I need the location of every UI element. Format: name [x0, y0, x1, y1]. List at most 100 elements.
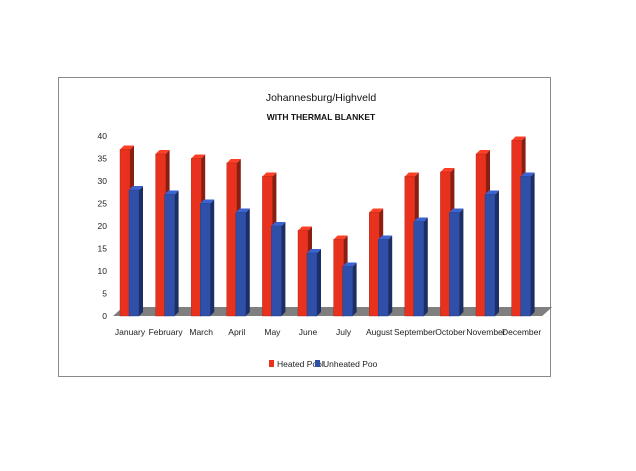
bar-top	[440, 168, 455, 172]
bar-top	[511, 136, 526, 141]
bar-front	[235, 212, 247, 317]
bar-unheated	[484, 190, 499, 317]
bar-top	[271, 222, 286, 226]
bar-unheated	[271, 222, 286, 317]
bar-front	[378, 239, 389, 317]
bar-front	[342, 266, 353, 317]
bar-front	[413, 221, 424, 317]
bar-top	[262, 172, 277, 177]
x-axis: January February March April May June July Augu…	[115, 327, 541, 337]
bar-unheated	[378, 235, 393, 317]
x-tick-label: December	[502, 327, 541, 337]
bar-side	[139, 186, 143, 316]
chart-subtitle: WITH THERMAL BLANKET	[267, 112, 376, 122]
bar-front	[333, 239, 344, 317]
bar-front	[119, 149, 131, 317]
y-tick-label: 35	[98, 154, 108, 164]
bar-top	[449, 208, 464, 213]
bar-unheated	[413, 217, 428, 317]
legend: Heated Pool Unheated Poo	[269, 359, 378, 369]
y-tick-label: 5	[102, 289, 107, 299]
x-tick-label: June	[299, 327, 318, 337]
bar-unheated	[199, 199, 215, 317]
bar-unheated	[306, 249, 321, 317]
bar-side	[495, 190, 499, 316]
bar-top	[235, 208, 250, 213]
x-tick-label: February	[149, 327, 184, 337]
x-tick-label: January	[115, 327, 146, 337]
bar-top	[191, 154, 206, 159]
bar-front	[440, 171, 451, 317]
bar-front	[271, 225, 282, 317]
chart-title: Johannesburg/Highveld	[266, 92, 376, 104]
bar-top	[120, 145, 134, 150]
x-tick-label: August	[366, 327, 393, 337]
legend-swatch	[269, 360, 274, 367]
bar-front	[164, 194, 175, 317]
x-tick-label: November	[466, 327, 505, 337]
bar-top	[200, 199, 215, 204]
bar-side	[530, 172, 535, 316]
bar-front	[155, 153, 166, 317]
bar-unheated	[235, 208, 250, 317]
y-tick-label: 25	[98, 199, 108, 209]
bar-top	[164, 190, 179, 195]
bar-side	[174, 190, 179, 316]
x-tick-label: May	[264, 327, 281, 337]
y-tick-label: 20	[98, 221, 108, 231]
legend-label: Heated Pool	[277, 359, 324, 369]
bar-front	[262, 176, 273, 317]
bar-front	[306, 252, 318, 317]
bar-front	[484, 194, 496, 317]
y-tick-label: 30	[98, 176, 108, 186]
x-tick-label: September	[394, 327, 436, 337]
bar-front	[475, 153, 487, 317]
bar-side	[388, 235, 393, 316]
bar-front	[190, 158, 202, 317]
bars	[119, 136, 535, 317]
bar-front	[297, 230, 309, 317]
bar-side	[245, 208, 250, 316]
bar-top	[476, 150, 490, 154]
bar-side	[459, 208, 464, 316]
bar-front	[226, 162, 238, 317]
bar-unheated	[128, 186, 143, 317]
bar-front	[511, 140, 522, 317]
y-tick-label: 15	[98, 244, 108, 254]
bar-top	[369, 208, 384, 213]
bar-top	[378, 235, 393, 240]
x-tick-label: April	[228, 327, 245, 337]
bar-top	[520, 172, 535, 177]
y-tick-label: 10	[98, 266, 108, 276]
bar-front	[520, 176, 531, 317]
y-tick-label: 0	[102, 311, 107, 321]
bar-top	[226, 159, 241, 163]
bar-unheated	[342, 262, 357, 317]
y-tick-label: 40	[98, 131, 108, 141]
x-tick-label: October	[435, 327, 465, 337]
bar-top	[342, 262, 357, 267]
bar-side	[423, 217, 428, 316]
bar-unheated	[164, 190, 179, 317]
bar-unheated	[449, 208, 464, 317]
bar-side	[317, 249, 321, 316]
bar-front	[449, 212, 460, 317]
bar-front	[199, 203, 211, 317]
y-axis: 0 5 10 15 20 25 30 35 40	[98, 131, 108, 321]
bar-top	[155, 150, 170, 154]
legend-label: Unheated Poo	[323, 359, 378, 369]
legend-swatch	[315, 360, 320, 367]
bar-front	[128, 189, 140, 317]
bar-top	[298, 226, 312, 231]
bar-front	[369, 212, 380, 317]
bar-side	[210, 199, 215, 316]
bar-top	[485, 190, 499, 195]
x-tick-label: July	[336, 327, 352, 337]
bar-top	[404, 172, 419, 177]
x-tick-label: March	[189, 327, 213, 337]
bar-top	[333, 235, 348, 240]
bar-top	[129, 186, 143, 190]
bar-top	[307, 249, 321, 253]
bar-front	[404, 176, 415, 317]
